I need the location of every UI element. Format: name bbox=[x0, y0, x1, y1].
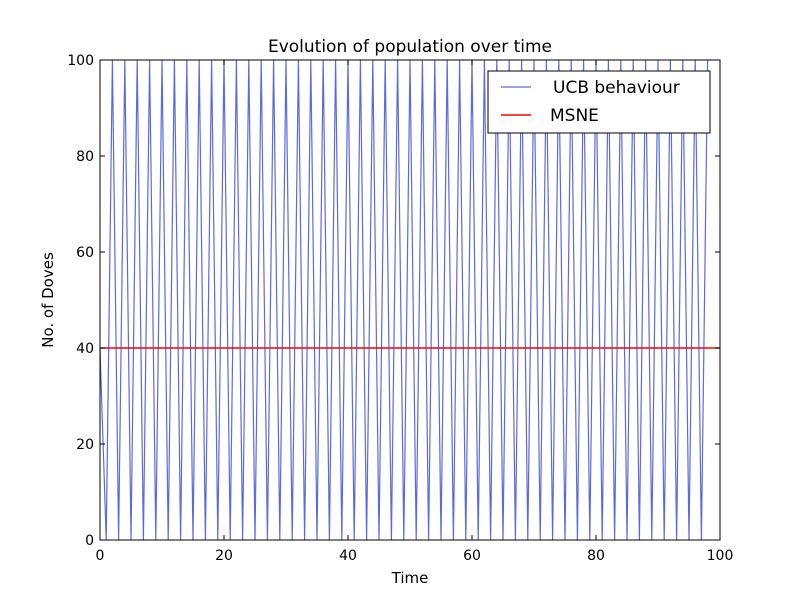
y-tick-label: 20 bbox=[76, 437, 94, 453]
legend-box bbox=[487, 70, 711, 134]
x-tick-label: 0 bbox=[96, 548, 105, 564]
x-axis-label: Time bbox=[391, 569, 429, 587]
y-tick-label: 60 bbox=[76, 245, 94, 261]
y-axis-label: No. of Doves bbox=[39, 252, 57, 348]
x-tick-label: 60 bbox=[463, 548, 481, 564]
chart-title: Evolution of population over time bbox=[268, 37, 552, 57]
x-tick-label: 40 bbox=[339, 548, 357, 564]
axes-frame bbox=[99, 59, 721, 541]
y-tick-label: 100 bbox=[67, 53, 94, 69]
x-tick-label: 20 bbox=[215, 548, 233, 564]
legend-label-ucb: UCB behaviour bbox=[553, 78, 680, 98]
y-tick-label: 80 bbox=[76, 149, 94, 165]
legend: UCB behaviour MSNE bbox=[487, 70, 711, 134]
x-tick-label: 100 bbox=[707, 548, 734, 564]
axis-ticks: 0 20 40 60 80 100 0 20 40 60 80 100 bbox=[67, 53, 733, 564]
y-tick-label: 40 bbox=[76, 341, 94, 357]
x-tick-label: 80 bbox=[587, 548, 605, 564]
y-tick-label: 0 bbox=[85, 533, 94, 549]
legend-label-msne: MSNE bbox=[550, 106, 599, 126]
